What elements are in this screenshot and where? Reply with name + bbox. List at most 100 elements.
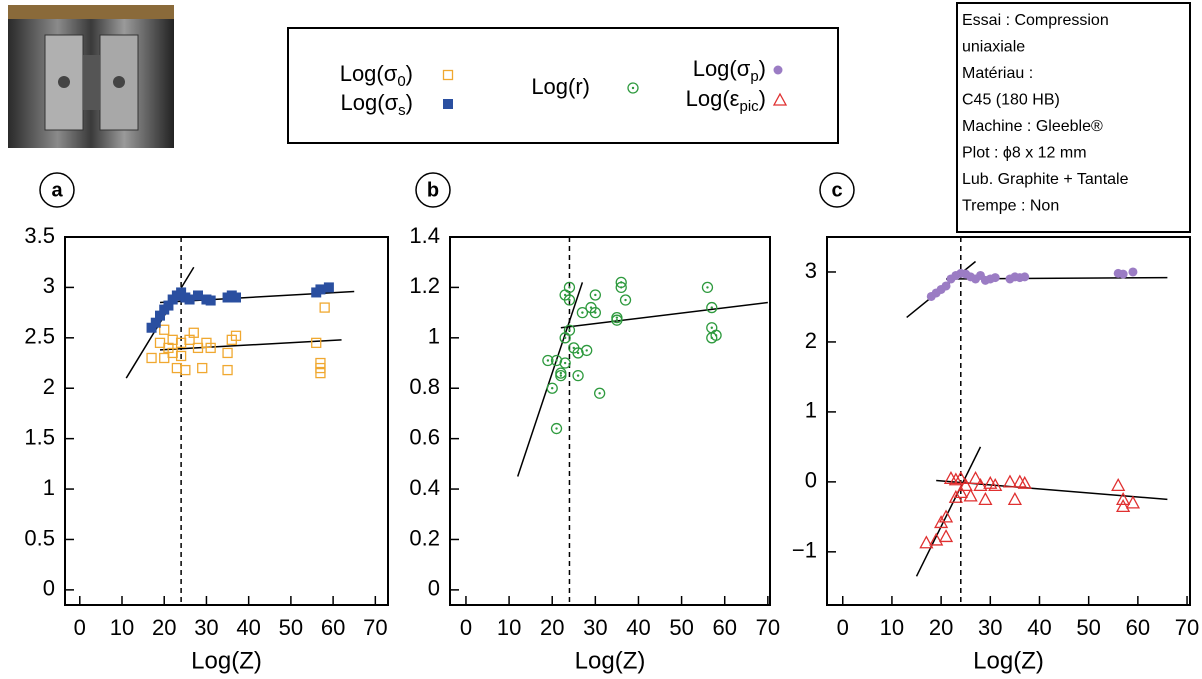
x-axis-label: Log(Z) [973,647,1044,674]
marker-dot [624,298,627,302]
marker-ring [576,306,589,319]
marker-ring [706,301,718,314]
marker [154,337,166,349]
marker-dot [563,361,567,365]
marker [555,369,567,382]
x-tick-label: 0 [460,615,472,640]
y-tick-label: 1 [43,475,55,500]
y-tick-label: 2 [805,328,817,353]
y-tick-label: −1 [792,538,817,563]
legend-marker [443,99,453,109]
x-tick-label: 0 [837,615,849,640]
marker-dot [615,316,619,319]
marker [222,364,233,376]
x-tick-label: 40 [626,615,650,640]
marker [205,295,216,306]
panel-label: b [427,179,439,201]
x-tick-label: 60 [321,615,345,640]
marker [706,322,718,334]
marker-ring [619,294,632,306]
marker-dot [555,427,558,430]
marker-ring [546,382,558,394]
marker [1017,475,1032,489]
y-tick-label: 0.5 [24,525,55,550]
marker [978,491,993,506]
marker-dot [559,371,563,375]
marker-dot [581,311,584,314]
legend-marker [627,82,639,94]
info-line: C45 (180 HB) [962,92,1060,109]
y-tick-label: 2 [43,374,55,399]
marker [150,317,161,328]
marker-ring [710,329,722,341]
marker-ring [701,281,714,294]
marker-dot [594,311,597,314]
y-tick-label: 1.2 [409,273,440,298]
x-tick-label: 10 [880,615,904,640]
y-tick-label: 1 [428,324,440,349]
marker [1116,491,1131,506]
x-tick-label: 40 [236,615,260,640]
marker-dot [568,286,571,289]
marker-dot [551,387,554,390]
marker [581,344,593,357]
y-tick-label: 0.2 [409,525,440,550]
photo [8,5,174,148]
marker-ring [559,357,571,369]
x-axis-label: Log(Z) [191,647,262,674]
marker [205,342,216,354]
y-tick-label: 2.5 [24,324,55,349]
marker-ring [563,324,576,336]
info-line: Machine : Gleeble® [962,118,1103,135]
marker-ring [589,306,601,319]
marker [973,478,988,492]
x-tick-label: 50 [669,615,693,640]
x-tick-label: 0 [74,615,86,640]
marker [589,289,601,301]
marker-ring [550,422,563,435]
marker-dot [589,306,593,309]
marker [619,294,632,306]
y-tick-label: 0 [805,468,817,493]
y-tick-label: 0.4 [409,475,440,500]
marker [171,362,183,374]
marker-dot [598,392,601,395]
marker [197,362,208,374]
marker [311,337,322,349]
marker [968,471,983,485]
panel-label: a [51,179,63,201]
marker-dot [631,86,635,90]
x-tick-label: 60 [712,615,736,640]
panel-badge [39,172,75,208]
marker [1125,495,1141,509]
legend-label: Log(σp) [693,56,766,85]
x-tick-label: 10 [497,615,521,640]
info-line: Essai : Compression [962,12,1109,29]
marker [611,314,623,326]
marker [542,354,554,367]
marker [315,284,326,295]
marker-ring [627,82,639,94]
info-line: Plot : ϕ8 x 12 mm [962,145,1087,162]
marker [938,509,954,523]
marker [315,367,326,379]
marker [990,273,1000,283]
marker-dot [710,326,713,329]
marker-ring [555,369,567,382]
x-tick-label: 20 [152,615,176,640]
info-line: Trempe : Non [962,198,1059,215]
y-tick-label: 1.5 [24,424,55,449]
info-line: Lub. Graphite + Tantale [962,171,1129,188]
marker [546,382,558,394]
info-box [956,2,1191,233]
marker [589,306,601,319]
x-tick-label: 30 [583,615,607,640]
marker [155,310,165,321]
y-tick-label: 0 [43,576,55,601]
marker-dot [572,346,575,350]
y-tick-label: 1.4 [409,223,440,248]
legend-marker [773,65,783,75]
marker [146,352,157,364]
x-tick-label: 50 [1076,615,1100,640]
